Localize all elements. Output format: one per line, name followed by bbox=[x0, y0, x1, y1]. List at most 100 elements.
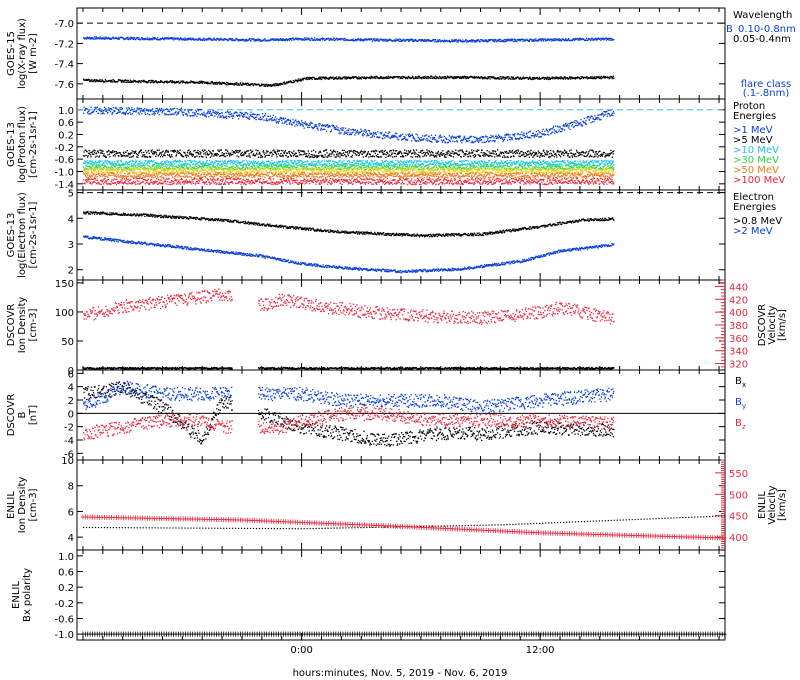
data-point bbox=[106, 109, 108, 111]
data-point bbox=[354, 153, 357, 155]
data-point bbox=[506, 139, 509, 142]
data-point bbox=[167, 151, 170, 153]
data-point bbox=[103, 112, 105, 115]
data-point bbox=[363, 151, 366, 153]
data-point bbox=[415, 140, 418, 143]
data-point bbox=[388, 136, 390, 138]
data-point bbox=[313, 126, 315, 129]
data-point bbox=[448, 40, 450, 43]
data-point bbox=[272, 114, 275, 116]
data-point bbox=[167, 37, 169, 39]
data-point bbox=[272, 39, 275, 41]
data-point bbox=[461, 76, 463, 78]
data-point bbox=[401, 75, 403, 78]
data-point bbox=[156, 39, 158, 41]
data-point bbox=[478, 76, 480, 78]
data-point bbox=[251, 115, 254, 118]
data-point bbox=[293, 159, 295, 162]
data-point bbox=[241, 82, 244, 84]
data-point bbox=[251, 83, 254, 85]
data-point bbox=[455, 137, 457, 139]
data-point bbox=[415, 133, 417, 135]
data-point bbox=[271, 159, 273, 162]
data-point bbox=[245, 151, 247, 153]
data-point bbox=[458, 154, 460, 157]
data-point bbox=[175, 162, 177, 164]
data-point bbox=[126, 107, 128, 109]
data-point bbox=[318, 123, 320, 125]
data-point bbox=[370, 132, 372, 135]
y-tick-label: -7.6 bbox=[54, 80, 74, 91]
data-point bbox=[286, 123, 288, 125]
data-point bbox=[106, 151, 109, 153]
data-point bbox=[231, 160, 233, 162]
data-point bbox=[447, 150, 450, 152]
data-point bbox=[579, 38, 581, 41]
data-point bbox=[126, 38, 128, 40]
data-point bbox=[612, 77, 614, 80]
data-point bbox=[291, 124, 293, 126]
data-point bbox=[514, 133, 516, 135]
data-point bbox=[342, 129, 344, 132]
data-point bbox=[144, 162, 146, 164]
data-point bbox=[148, 152, 150, 154]
data-point bbox=[589, 154, 592, 156]
data-point bbox=[366, 153, 369, 155]
data-point bbox=[394, 135, 396, 137]
data-point bbox=[423, 76, 425, 78]
data-point bbox=[569, 156, 571, 158]
data-point bbox=[271, 153, 274, 155]
data-point bbox=[563, 152, 565, 155]
data-point bbox=[600, 154, 603, 157]
data-point bbox=[519, 39, 521, 41]
data-point bbox=[606, 76, 609, 78]
data-point bbox=[282, 83, 284, 86]
data-point bbox=[146, 80, 148, 83]
data-point bbox=[160, 163, 163, 165]
data-point bbox=[192, 38, 195, 40]
data-point bbox=[241, 151, 243, 154]
data-point bbox=[254, 39, 256, 42]
data-point bbox=[377, 153, 379, 156]
data-point bbox=[176, 113, 179, 115]
data-point bbox=[566, 152, 568, 155]
data-point bbox=[110, 80, 112, 82]
data-point bbox=[107, 37, 109, 40]
data-point bbox=[335, 77, 337, 80]
data-point bbox=[297, 39, 299, 41]
data-point bbox=[248, 118, 251, 120]
data-point bbox=[280, 117, 283, 120]
data-point bbox=[425, 152, 427, 154]
data-point bbox=[144, 108, 146, 110]
data-point bbox=[261, 39, 263, 42]
data-point bbox=[561, 127, 563, 130]
data-point bbox=[145, 160, 147, 162]
data-point bbox=[220, 160, 222, 163]
data-point bbox=[350, 150, 353, 152]
data-point bbox=[567, 123, 569, 125]
data-point bbox=[350, 129, 352, 131]
data-point bbox=[177, 164, 179, 166]
data-point bbox=[575, 155, 577, 158]
data-point bbox=[487, 154, 489, 156]
data-point bbox=[591, 121, 594, 123]
data-point bbox=[297, 37, 299, 40]
data-point bbox=[589, 38, 591, 40]
data-point bbox=[421, 152, 423, 155]
data-point bbox=[277, 38, 279, 40]
data-point bbox=[506, 40, 509, 42]
data-point bbox=[539, 39, 541, 41]
data-point bbox=[225, 152, 227, 154]
data-point bbox=[219, 83, 221, 85]
data-point bbox=[244, 39, 247, 41]
data-point bbox=[518, 155, 520, 157]
data-point bbox=[301, 160, 303, 162]
data-point bbox=[588, 150, 590, 153]
data-point bbox=[262, 116, 265, 118]
data-point bbox=[350, 133, 353, 136]
data-point bbox=[608, 37, 611, 40]
data-point bbox=[455, 76, 457, 78]
data-point bbox=[522, 135, 525, 137]
data-point bbox=[329, 153, 331, 155]
data-point bbox=[428, 135, 430, 138]
